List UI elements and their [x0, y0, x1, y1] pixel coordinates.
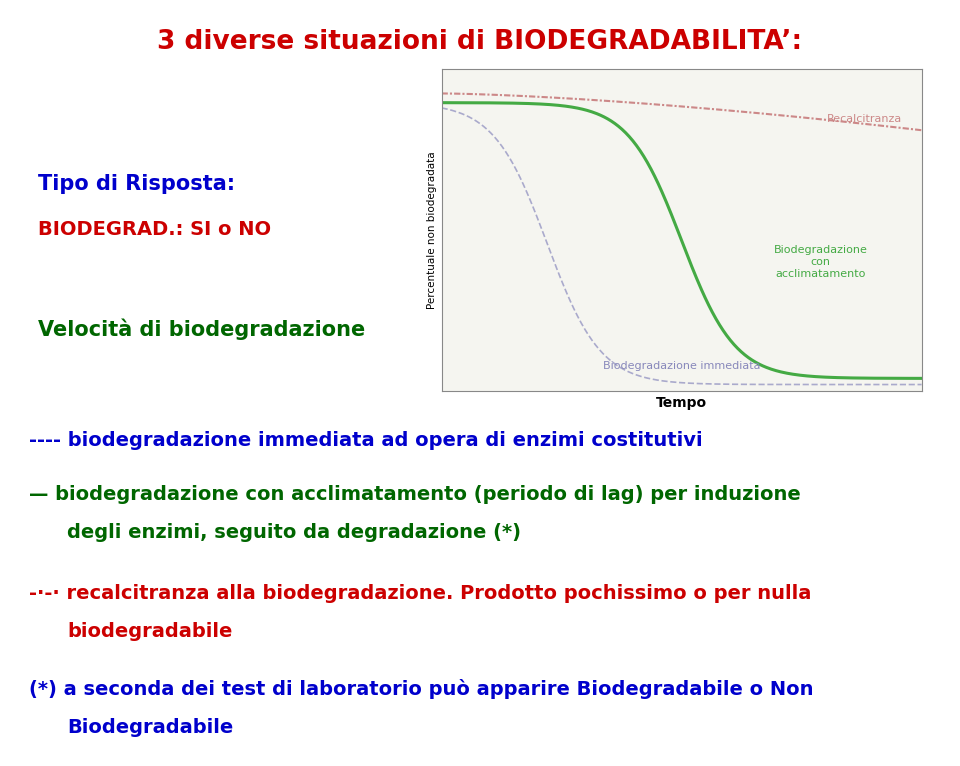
Text: Biodegradazione immediata: Biodegradazione immediata	[603, 361, 760, 371]
X-axis label: Tempo: Tempo	[656, 396, 708, 411]
Text: 3 diverse situazioni di BIODEGRADABILITA’:: 3 diverse situazioni di BIODEGRADABILITA…	[157, 29, 803, 55]
Text: biodegradabile: biodegradabile	[67, 623, 232, 641]
Text: Tipo di Risposta:: Tipo di Risposta:	[38, 174, 235, 194]
Text: ---- biodegradazione immediata ad opera di enzimi costitutivi: ---- biodegradazione immediata ad opera …	[29, 431, 703, 450]
Text: Biodegradazione
con
acclimatamento: Biodegradazione con acclimatamento	[774, 245, 868, 279]
Text: Biodegradabile: Biodegradabile	[67, 719, 233, 737]
Text: — biodegradazione con acclimatamento (periodo di lag) per induzione: — biodegradazione con acclimatamento (pe…	[29, 485, 801, 503]
Y-axis label: Percentuale non biodegradata: Percentuale non biodegradata	[427, 151, 438, 309]
Text: Recalcitranza: Recalcitranza	[828, 114, 902, 124]
Text: -·-· recalcitranza alla biodegradazione. Prodotto pochissimo o per nulla: -·-· recalcitranza alla biodegradazione.…	[29, 584, 811, 603]
Text: BIODEGRAD.: SI o NO: BIODEGRAD.: SI o NO	[38, 221, 272, 239]
Text: (*) a seconda dei test di laboratorio può apparire Biodegradabile o Non: (*) a seconda dei test di laboratorio pu…	[29, 679, 813, 699]
Text: degli enzimi, seguito da degradazione (*): degli enzimi, seguito da degradazione (*…	[67, 523, 521, 542]
Text: Velocità di biodegradazione: Velocità di biodegradazione	[38, 319, 366, 340]
